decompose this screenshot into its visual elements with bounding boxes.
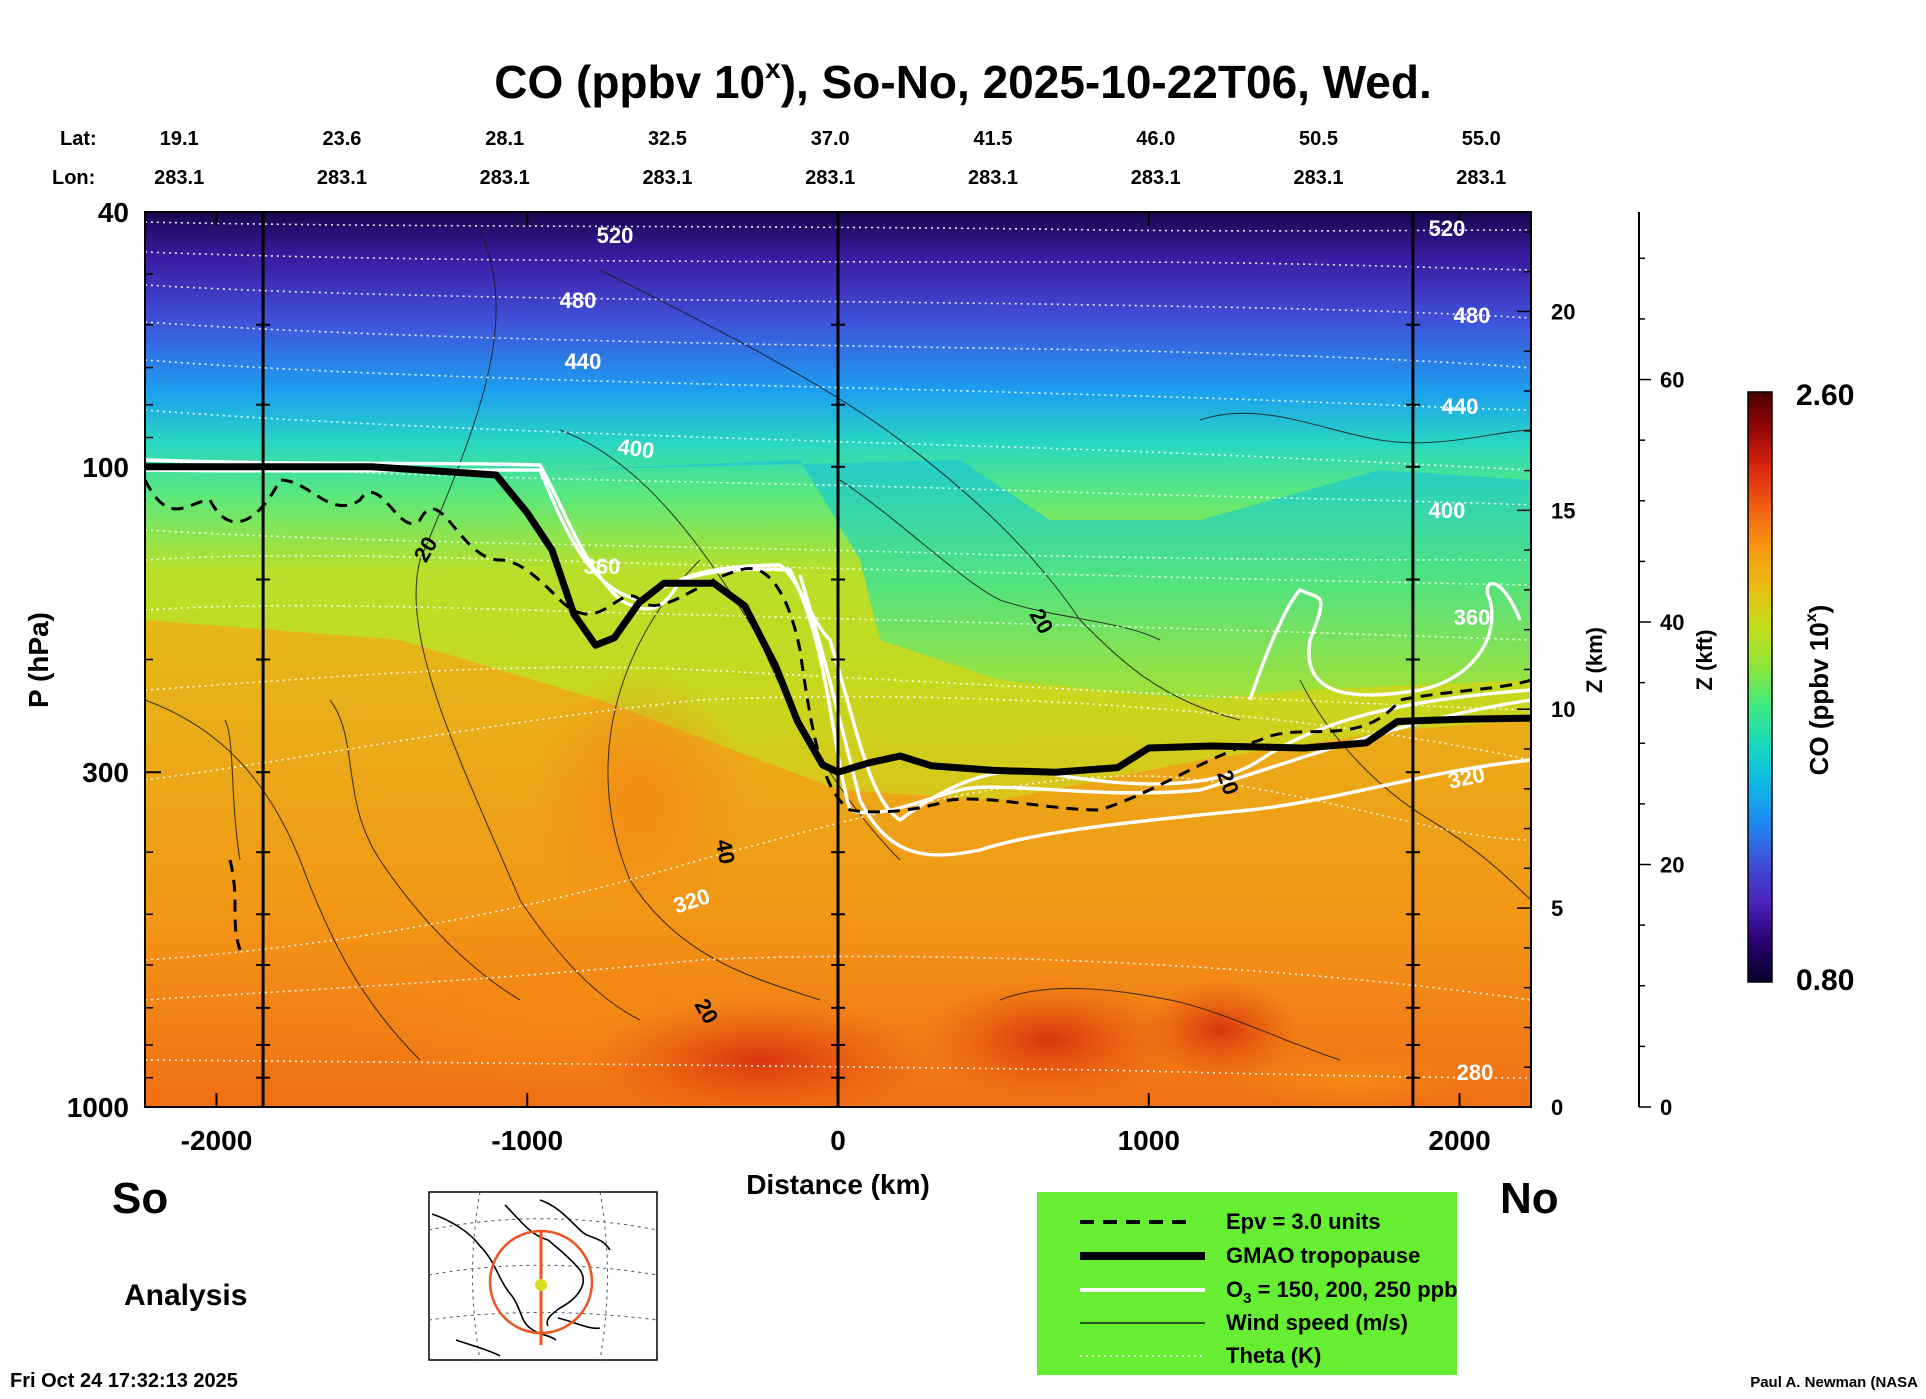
lon-value: 283.1 xyxy=(317,167,367,189)
lat-lon-row: 19.1 283.1 23.6 283.1 28.1 283.1 32.5 283.1 37.0… xyxy=(154,128,1506,189)
p-tick-label: 100 xyxy=(82,452,129,483)
zkm-tick-label: 5 xyxy=(1551,896,1563,921)
zkm-tick-label: 20 xyxy=(1551,299,1575,324)
wind-contours xyxy=(145,229,1531,1061)
legend-tropopause-label: GMAO tropopause xyxy=(1226,1243,1420,1268)
x-axis-title: Distance (km) xyxy=(746,1169,930,1200)
lon-value: 283.1 xyxy=(805,167,855,189)
timestamp: Fri Oct 24 17:32:13 2025 xyxy=(10,1370,238,1392)
lon-value: 283.1 xyxy=(1293,167,1343,189)
x-axis: -2000 -1000 0 1000 2000 xyxy=(181,212,1491,1156)
legend-ozone-label: O3 = 150, 200, 250 ppb xyxy=(1226,1277,1458,1307)
theta-label: 360 xyxy=(1454,605,1491,630)
zkft-tick-label: 40 xyxy=(1660,610,1684,635)
theta-label: 360 xyxy=(584,554,621,579)
analysis-label: Analysis xyxy=(124,1279,247,1312)
zkm-tick-label: 15 xyxy=(1551,498,1575,523)
lon-value: 283.1 xyxy=(480,167,530,189)
theta-contour-labels: 520 480 440 400 360 320 320 280 520 480 … xyxy=(0,0,1493,1085)
ozone-contours xyxy=(145,458,1531,857)
theta-label: 280 xyxy=(1457,1060,1494,1085)
x-tick-label: -2000 xyxy=(181,1125,253,1156)
lon-value: 283.1 xyxy=(1131,167,1181,189)
lat-value: 55.0 xyxy=(1462,128,1501,150)
x-tick-label: 2000 xyxy=(1428,1125,1490,1156)
theta-label: 520 xyxy=(597,223,634,248)
theta-label: 480 xyxy=(560,288,597,313)
lat-value: 46.0 xyxy=(1136,128,1175,150)
theta-label: 400 xyxy=(616,434,656,464)
wind-label: 40 xyxy=(711,837,740,865)
p-tick-label: 40 xyxy=(98,197,129,228)
inset-coastlines xyxy=(431,1199,611,1357)
zkft-tick-label: 60 xyxy=(1660,368,1684,393)
x-tick-label: 1000 xyxy=(1118,1125,1180,1156)
lon-value: 283.1 xyxy=(968,167,1018,189)
lat-value: 23.6 xyxy=(322,128,361,150)
pressure-axis: 40 100 300 1000 xyxy=(67,197,161,1123)
legend-theta-label: Theta (K) xyxy=(1226,1343,1321,1368)
theta-label: 440 xyxy=(565,349,602,374)
inset-map xyxy=(428,1191,658,1361)
lat-header-label: Lat: xyxy=(60,128,97,150)
z-km-axis-title: Z (km) xyxy=(1582,627,1607,693)
legend-wind-label: Wind speed (m/s) xyxy=(1226,1310,1408,1335)
zkft-tick-label: 20 xyxy=(1660,853,1684,878)
z-kft-axis: 0 20 40 60 xyxy=(1639,257,1684,1120)
x-tick-label: -1000 xyxy=(491,1125,563,1156)
colorbar-max-label: 2.60 xyxy=(1796,379,1854,412)
z-km-axis: 0 5 10 15 20 xyxy=(1517,231,1575,1120)
north-label: No xyxy=(1500,1174,1559,1223)
chart-title: CO (ppbv 10x), So-No, 2025-10-22T06, Wed… xyxy=(494,53,1432,108)
lat-value: 19.1 xyxy=(160,128,199,150)
lon-value: 283.1 xyxy=(1456,167,1506,189)
p-tick-label: 300 xyxy=(82,757,129,788)
lat-value: 37.0 xyxy=(811,128,850,150)
lon-value: 283.1 xyxy=(154,167,204,189)
lon-header-label: Lon: xyxy=(52,167,95,189)
south-label: So xyxy=(112,1174,168,1223)
theta-label: 520 xyxy=(1429,216,1466,241)
epv-contour xyxy=(145,478,1531,951)
lat-value: 50.5 xyxy=(1299,128,1338,150)
vertical-reference-lines xyxy=(256,211,1420,1108)
legend-epv-label: Epv = 3.0 units xyxy=(1226,1209,1381,1234)
lat-value: 32.5 xyxy=(648,128,687,150)
x-tick-label: 0 xyxy=(830,1125,846,1156)
p-tick-label: 1000 xyxy=(67,1092,129,1123)
gmao-tropopause-line xyxy=(145,463,1532,776)
zkm-tick-label: 0 xyxy=(1551,1095,1563,1120)
lat-value: 41.5 xyxy=(974,128,1013,150)
colorbar xyxy=(1747,391,1773,983)
theta-label: 400 xyxy=(1429,498,1466,523)
lat-value: 28.1 xyxy=(485,128,524,150)
z-kft-axis-title: Z (kft) xyxy=(1692,629,1717,690)
colorbar-title: CO (ppbv 10x) xyxy=(1803,605,1834,776)
zkft-tick-label: 0 xyxy=(1660,1095,1672,1120)
colorbar-min-label: 0.80 xyxy=(1796,964,1854,997)
lon-value: 283.1 xyxy=(642,167,692,189)
credit-label: Paul A. Newman (NASA xyxy=(1750,1374,1918,1391)
theta-label: 440 xyxy=(1442,394,1479,419)
legend: Epv = 3.0 units GMAO tropopause O3 = 150… xyxy=(1037,1192,1458,1375)
y-axis-title: P (hPa) xyxy=(23,612,54,708)
zkm-tick-label: 10 xyxy=(1551,697,1575,722)
theta-label: 480 xyxy=(1454,303,1491,328)
theta-contours xyxy=(145,221,1531,1079)
